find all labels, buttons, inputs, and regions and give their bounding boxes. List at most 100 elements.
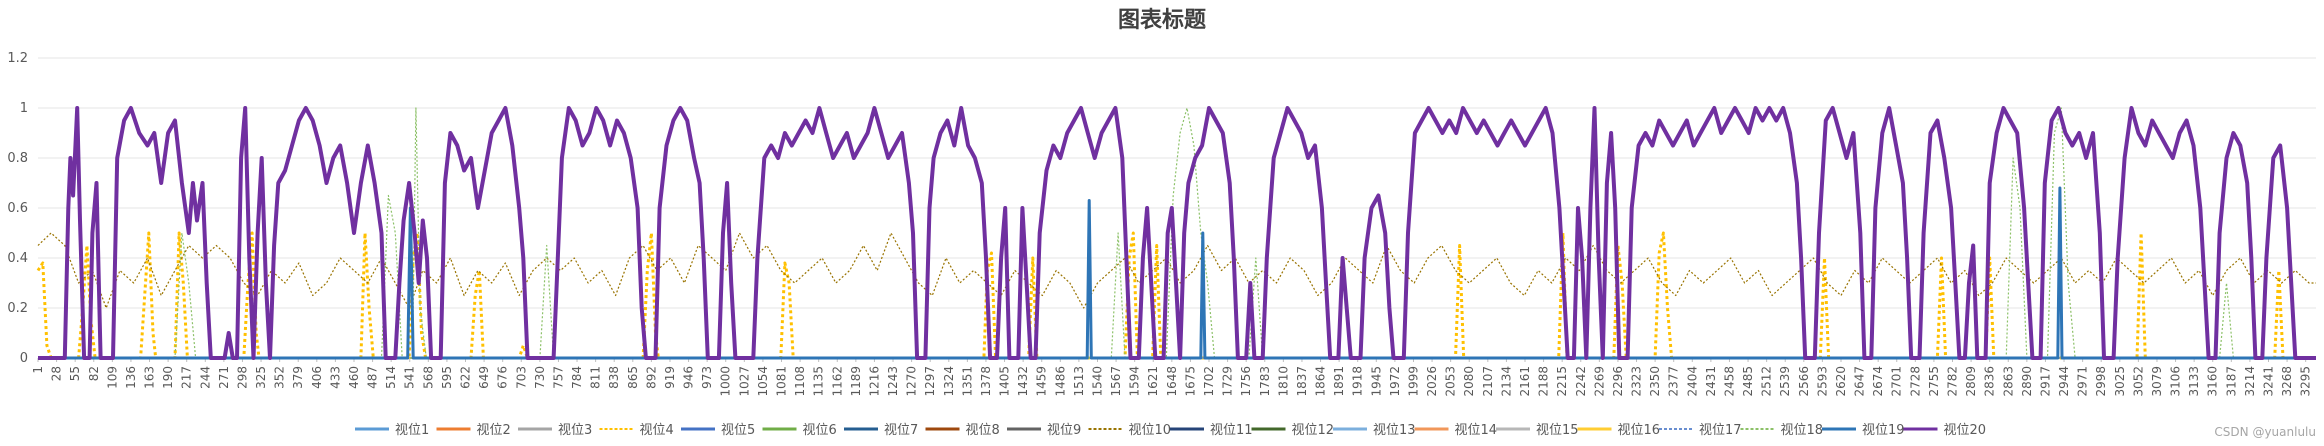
x-tick-label: 1 [31, 366, 45, 374]
x-tick-label: 1729 [1221, 366, 1235, 397]
x-tick-label: 2512 [1760, 366, 1774, 397]
x-tick-label: 1621 [1146, 366, 1160, 397]
legend-label: 视位1 [395, 423, 429, 438]
legend-label: 视位9 [1047, 423, 1081, 438]
x-tick-label: 2377 [1667, 366, 1681, 397]
y-tick-label: 1.2 [7, 51, 28, 66]
x-tick-label: 3052 [2131, 366, 2145, 397]
x-tick-label: 244 [198, 366, 212, 389]
y-axis: 0 0.2 0.4 0.6 0.8 1 1.2 [7, 51, 28, 366]
x-tick-label: 3079 [2150, 366, 2164, 397]
x-tick-label: 487 [366, 366, 380, 389]
legend-item: 视位2 [436, 423, 511, 438]
x-tick-label: 406 [310, 366, 324, 389]
x-tick-label: 703 [514, 366, 528, 389]
x-tick-label: 1648 [1165, 366, 1179, 397]
x-tick-label: 3187 [2224, 366, 2238, 397]
x-tick-label: 1891 [1332, 366, 1346, 397]
x-tick-label: 2863 [2001, 366, 2015, 397]
x-tick-label: 1837 [1295, 366, 1309, 397]
watermark: CSDN @yuanlulu [2214, 425, 2316, 439]
x-tick-label: 3214 [2243, 366, 2257, 397]
x-tick-label: 2998 [2094, 366, 2108, 397]
x-tick-label: 919 [663, 366, 677, 389]
legend-item: 视位4 [599, 423, 674, 438]
x-tick-label: 595 [440, 366, 454, 389]
legend-item: 视位6 [762, 423, 837, 438]
x-tick-label: 1135 [812, 366, 826, 397]
x-tick-label: 946 [682, 366, 696, 389]
legend-label: 视位13 [1373, 423, 1416, 438]
x-tick-label: 1216 [867, 366, 881, 397]
legend-item: 视位3 [518, 423, 592, 438]
x-tick-label: 568 [421, 366, 435, 389]
x-tick-label: 82 [87, 366, 101, 381]
x-tick-label: 2053 [1444, 366, 1458, 397]
x-tick-label: 2458 [1722, 366, 1736, 397]
x-tick-label: 1270 [905, 366, 919, 397]
x-tick-label: 298 [235, 366, 249, 389]
x-tick-label: 1027 [737, 366, 751, 397]
x-tick-label: 2134 [1499, 366, 1513, 397]
x-tick-label: 2674 [1871, 366, 1885, 397]
x-tick-label: 2107 [1481, 366, 1495, 397]
legend-item: 视位8 [925, 423, 1000, 438]
x-tick-label: 1189 [849, 366, 863, 397]
legend-label: 视位18 [1781, 423, 1824, 438]
x-tick-label: 2242 [1574, 366, 1588, 397]
x-tick-label: 514 [384, 366, 398, 389]
x-tick-label: 1432 [1016, 366, 1030, 397]
x-tick-label: 1378 [979, 366, 993, 397]
chart-title: 图表标题 [1118, 7, 1207, 33]
x-tick-label: 1567 [1109, 366, 1123, 397]
x-tick-label: 1351 [960, 366, 974, 397]
legend-item: 视位10 [1088, 423, 1171, 438]
series-line-18 [38, 107, 2316, 359]
x-tick-label: 460 [347, 366, 361, 389]
x-tick-label: 676 [496, 366, 510, 389]
x-tick-label: 1324 [942, 366, 956, 397]
x-tick-label: 1243 [886, 366, 900, 397]
legend-label: 视位7 [884, 423, 918, 438]
legend-label: 视位16 [1618, 423, 1661, 438]
x-tick-label: 2917 [2038, 366, 2052, 397]
x-tick-label: 136 [124, 366, 138, 389]
x-tick-label: 352 [273, 366, 287, 389]
x-tick-label: 163 [143, 366, 157, 389]
x-tick-label: 730 [533, 366, 547, 389]
legend-item: 视位20 [1903, 423, 1987, 438]
x-tick-label: 1459 [1035, 366, 1049, 397]
x-tick-label: 2944 [2057, 366, 2071, 397]
x-tick-label: 2971 [2076, 366, 2090, 397]
legend-label: 视位20 [1944, 423, 1987, 438]
x-tick-label: 757 [551, 366, 565, 389]
x-tick-label: 2620 [1834, 366, 1848, 397]
x-tick-label: 1945 [1369, 366, 1383, 397]
y-tick-label: 0.6 [7, 201, 28, 216]
x-tick-label: 2350 [1648, 366, 1662, 397]
legend-label: 视位17 [1699, 423, 1742, 438]
x-tick-label: 3106 [2169, 366, 2183, 397]
x-tick-label: 2215 [1555, 366, 1569, 397]
x-tick-label: 433 [328, 366, 342, 389]
x-tick-label: 2836 [1983, 366, 1997, 397]
x-tick-label: 892 [644, 366, 658, 389]
x-tick-label: 865 [626, 366, 640, 389]
x-tick-label: 1675 [1183, 366, 1197, 397]
legend-item: 视位12 [1251, 423, 1334, 438]
x-tick-label: 784 [570, 366, 584, 389]
x-tick-label: 109 [105, 366, 119, 389]
x-tick-label: 1702 [1202, 366, 1216, 397]
x-tick-label: 2647 [1853, 366, 1867, 397]
series-line-20 [38, 106, 2316, 360]
legend: 视位1 视位2 视位3 视位4 视位5 视位6 视位7 视位8 视位9 视位10 视位11 视位12 视… [355, 423, 1986, 438]
x-tick-label: 2026 [1425, 366, 1439, 397]
x-tick-label: 2404 [1685, 366, 1699, 397]
x-tick-label: 2485 [1741, 366, 1755, 397]
x-tick-label: 55 [68, 366, 82, 381]
series-line-4 [36, 231, 2316, 360]
x-tick-label: 3268 [2280, 366, 2294, 397]
y-tick-label: 1 [20, 101, 28, 116]
legend-label: 视位11 [1210, 423, 1253, 438]
legend-label: 视位14 [1455, 423, 1498, 438]
